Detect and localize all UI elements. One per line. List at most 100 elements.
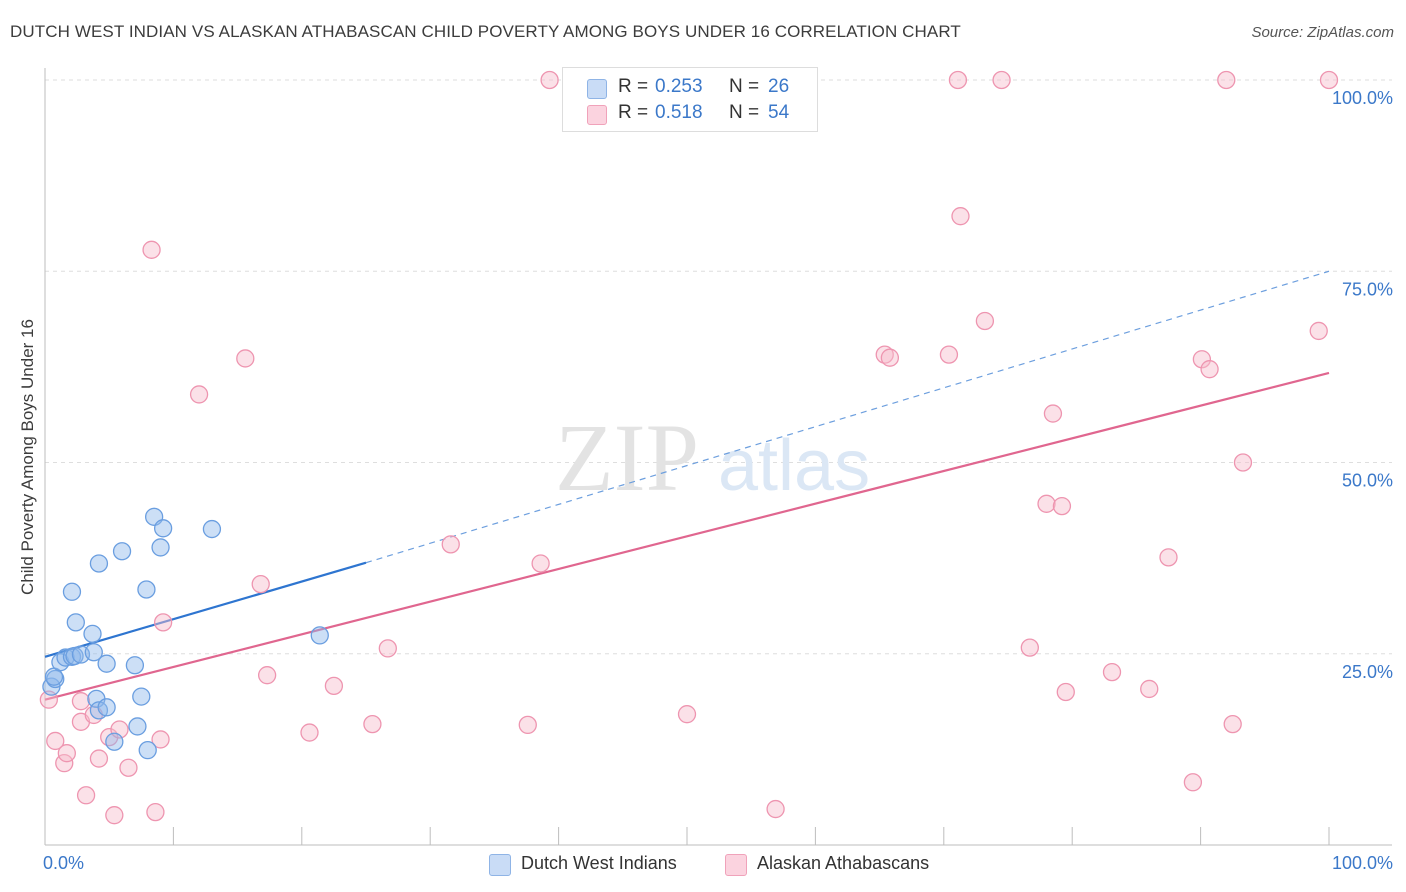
point-dutch-west-indian bbox=[105, 732, 124, 751]
y-tick-label: 75.0% bbox=[1342, 279, 1393, 299]
n-value: 54 bbox=[768, 102, 790, 123]
legend-row-alaskan-athabascans: R = 0.518 N = 54 bbox=[563, 101, 817, 127]
point-alaskan-athabascan bbox=[875, 345, 894, 364]
point-alaskan-athabascan bbox=[880, 348, 900, 367]
point-alaskan-athabascan bbox=[57, 744, 76, 763]
point-alaskan-athabascan bbox=[1223, 714, 1242, 734]
legend-row-dutch-west-indians: R = 0.253 N = 26 bbox=[563, 75, 817, 101]
chart-title: DUTCH WEST INDIAN VS ALASKAN ATHABASCAN … bbox=[10, 22, 961, 41]
point-dutch-west-indian bbox=[66, 613, 85, 632]
point-dutch-west-indian bbox=[128, 717, 147, 736]
point-dutch-west-indian bbox=[65, 646, 84, 666]
point-alaskan-athabascan bbox=[257, 666, 277, 685]
x-tick-label: 100.0% bbox=[1332, 853, 1393, 873]
blue-swatch bbox=[587, 79, 607, 99]
point-alaskan-athabascan bbox=[1183, 773, 1203, 792]
point-alaskan-athabascan bbox=[531, 554, 550, 573]
point-alaskan-athabascan bbox=[1233, 453, 1253, 472]
grid-lines bbox=[45, 79, 1392, 655]
point-dutch-west-indian bbox=[153, 519, 173, 538]
blue-swatch bbox=[489, 854, 511, 876]
point-dutch-west-indian bbox=[89, 554, 109, 573]
point-alaskan-athabascan bbox=[153, 613, 173, 632]
point-alaskan-athabascan bbox=[441, 535, 460, 554]
point-alaskan-athabascan bbox=[939, 345, 959, 364]
point-alaskan-athabascan bbox=[677, 705, 697, 724]
point-alaskan-athabascan bbox=[1309, 321, 1328, 341]
point-alaskan-athabascan bbox=[1020, 638, 1039, 657]
data-points bbox=[39, 70, 1339, 825]
point-dutch-west-indian bbox=[97, 654, 116, 673]
point-alaskan-athabascan bbox=[1200, 360, 1219, 379]
pink-swatch bbox=[725, 854, 747, 876]
point-dutch-west-indian bbox=[137, 580, 156, 599]
point-alaskan-athabascan bbox=[146, 802, 165, 822]
point-alaskan-athabascan bbox=[1052, 496, 1072, 516]
point-alaskan-athabascan bbox=[251, 574, 270, 594]
correlation-legend: R = 0.253 N = 26 R = 0.518 N = 54 bbox=[562, 67, 818, 132]
legend-label: Dutch West Indians bbox=[521, 853, 677, 873]
trend-lines bbox=[44, 270, 1330, 701]
axes bbox=[44, 68, 1392, 846]
point-dutch-west-indian bbox=[132, 687, 151, 706]
y-tick-label: 25.0% bbox=[1342, 662, 1393, 682]
r-label: R = bbox=[618, 76, 649, 97]
point-alaskan-athabascan bbox=[142, 240, 161, 259]
point-alaskan-athabascan bbox=[1192, 350, 1212, 369]
watermark-atlas: atlas bbox=[718, 426, 870, 506]
point-alaskan-athabascan bbox=[540, 70, 559, 90]
point-dutch-west-indian bbox=[62, 582, 82, 601]
point-alaskan-athabascan bbox=[992, 70, 1011, 90]
point-dutch-west-indian bbox=[97, 698, 116, 717]
point-alaskan-athabascan bbox=[89, 749, 109, 768]
point-alaskan-athabascan bbox=[46, 731, 65, 751]
y-tick-label: 50.0% bbox=[1342, 471, 1393, 491]
x-tick-labels: 0.0% 100.0% bbox=[43, 853, 1393, 873]
n-label: N = bbox=[729, 102, 760, 123]
point-alaskan-athabascan bbox=[300, 723, 319, 742]
source-label: Source: ZipAtlas.com bbox=[1251, 24, 1394, 41]
y-tick-label: 100.0% bbox=[1332, 88, 1393, 108]
point-alaskan-athabascan bbox=[236, 349, 255, 368]
point-alaskan-athabascan bbox=[1056, 682, 1075, 702]
pink-swatch bbox=[587, 105, 607, 125]
point-alaskan-athabascan bbox=[324, 676, 344, 696]
point-alaskan-athabascan bbox=[1319, 70, 1339, 90]
point-dutch-west-indian bbox=[310, 626, 329, 645]
point-alaskan-athabascan bbox=[518, 715, 537, 735]
point-dutch-west-indian bbox=[138, 740, 157, 760]
point-alaskan-athabascan bbox=[76, 786, 96, 805]
r-value: 0.518 bbox=[655, 102, 703, 123]
x-tick-label: 0.0% bbox=[43, 853, 84, 873]
r-value: 0.253 bbox=[655, 76, 703, 97]
point-alaskan-athabascan bbox=[951, 207, 970, 226]
point-alaskan-athabascan bbox=[948, 70, 968, 90]
point-dutch-west-indian bbox=[83, 624, 102, 644]
y-tick-labels: 25.0% 50.0% 75.0% 100.0% bbox=[1332, 88, 1393, 682]
point-alaskan-athabascan bbox=[378, 639, 397, 658]
point-alaskan-athabascan bbox=[1140, 679, 1159, 699]
point-dutch-west-indian bbox=[151, 538, 170, 557]
point-dutch-west-indian bbox=[202, 519, 222, 539]
point-alaskan-athabascan bbox=[766, 799, 785, 819]
n-label: N = bbox=[729, 76, 760, 97]
trend-line-dutch-west-indians bbox=[44, 561, 367, 658]
point-dutch-west-indian bbox=[84, 643, 103, 662]
series-legend: Dutch West Indians Alaskan Athabascans bbox=[0, 853, 1406, 879]
point-dutch-west-indian bbox=[112, 542, 132, 561]
trend-line-alaskan-athabascans bbox=[44, 371, 1330, 701]
point-alaskan-athabascan bbox=[105, 806, 124, 825]
point-alaskan-athabascan bbox=[151, 730, 170, 749]
n-value: 26 bbox=[768, 76, 790, 97]
point-alaskan-athabascan bbox=[119, 758, 138, 777]
point-alaskan-athabascan bbox=[1102, 662, 1122, 682]
point-alaskan-athabascan bbox=[71, 692, 91, 711]
point-alaskan-athabascan bbox=[1217, 70, 1236, 90]
r-label: R = bbox=[618, 102, 649, 123]
point-alaskan-athabascan bbox=[975, 311, 995, 331]
point-dutch-west-indian bbox=[125, 656, 145, 675]
point-alaskan-athabascan bbox=[1043, 404, 1063, 423]
legend-label: Alaskan Athabascans bbox=[757, 853, 930, 873]
trend-line-dutch-west-indians-extension bbox=[365, 270, 1330, 564]
